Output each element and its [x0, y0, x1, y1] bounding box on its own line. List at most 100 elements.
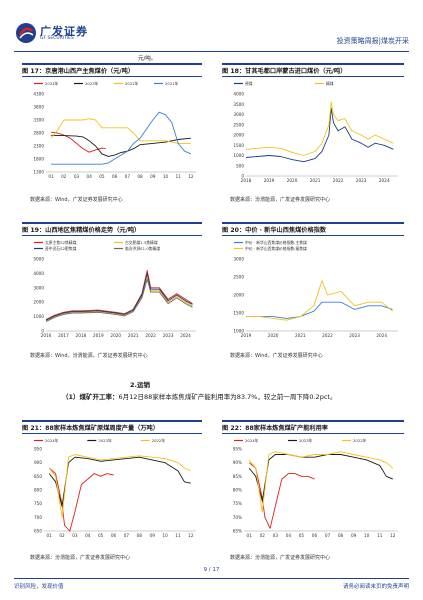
- x-tick-label: 02: [260, 533, 266, 538]
- x-tick-label: 05: [98, 533, 104, 538]
- y-tick-label: 1800: [33, 157, 44, 162]
- x-tick-label: 05: [99, 174, 105, 179]
- x-tick-label: 10: [162, 533, 168, 538]
- x-tick-label: 07: [124, 533, 130, 538]
- x-tick-label: 12: [188, 174, 194, 179]
- continued-text: 元/吨。: [138, 56, 157, 62]
- page-number: 9 / 17: [203, 567, 220, 573]
- y-tick-label: 85%: [233, 474, 242, 479]
- x-tick-label: 09: [351, 533, 357, 538]
- gf-logo-icon: [16, 23, 36, 43]
- x-tick-label: 06: [112, 174, 118, 179]
- x-tick-label: 08: [137, 174, 143, 179]
- x-tick-label: 02: [59, 533, 65, 538]
- y-tick-label: 1300: [33, 170, 44, 175]
- series-line-2: [248, 451, 394, 513]
- y-tick-label: 2500: [233, 122, 244, 127]
- fig17-title: 图 17：京唐港山西产主焦煤价（元/吨）: [22, 68, 135, 75]
- legend-label-2: 2022年: [152, 438, 166, 443]
- y-tick-label: 2000: [233, 293, 244, 298]
- x-tick-label: 12: [390, 533, 396, 538]
- footer-slogan: 识别风险，发现价值: [14, 584, 64, 590]
- y-tick-label: 900: [34, 460, 42, 465]
- x-tick-label: 03: [273, 533, 279, 538]
- series-line-1: [48, 456, 191, 507]
- x-tick-label: 07: [125, 174, 131, 179]
- x-tick-label: 06: [312, 533, 318, 538]
- x-tick-label: 09: [150, 533, 156, 538]
- footer-divider: [14, 578, 409, 579]
- x-tick-label: 2021: [295, 333, 306, 338]
- logo-text-cn: 广发证券: [40, 25, 88, 38]
- legend-label-0: 太原主焦S2焦精煤: [45, 240, 77, 245]
- paragraph-body: 6月12日88家样本炼焦煤矿产能利用率为83.7%，较之前一周下降0.2pct。: [118, 393, 337, 401]
- y-tick-label: 90%: [233, 460, 242, 465]
- y-tick-label: 2000: [33, 300, 44, 305]
- y-tick-label: 1000: [33, 314, 44, 319]
- y-tick-label: 0: [41, 329, 44, 334]
- x-tick-label: 08: [338, 533, 344, 538]
- x-tick-label: 2020: [110, 333, 121, 338]
- fig18-title: 图 18：甘其毛都口岸蒙古进口煤价（元/吨）: [222, 68, 347, 75]
- y-tick-label: 3500: [233, 102, 244, 107]
- fig20-title: 图 20：中价 · 新华山西焦煤价格指数: [222, 227, 327, 234]
- x-tick-label: 11: [377, 533, 383, 538]
- y-tick-label: 1500: [233, 311, 244, 316]
- legend-label-0: 原煤: [245, 81, 253, 86]
- x-tick-label: 2018: [76, 333, 87, 338]
- fig22-title: 图 22：88家样本炼焦煤矿产能利用率: [222, 425, 328, 432]
- series-line-0: [248, 462, 315, 529]
- x-tick-label: 2018: [241, 178, 252, 183]
- series-line-2: [45, 272, 193, 321]
- series-line-1: [248, 454, 393, 502]
- y-tick-label: 800: [34, 488, 42, 493]
- legend-label-0: 2024年: [45, 81, 59, 86]
- y-tick-label: 850: [34, 474, 42, 479]
- x-tick-label: 06: [111, 533, 117, 538]
- fig22-chart: 2024年 2023年 2022年 65% 70% 75% 80% 85% 90% 95% 01 02…: [233, 438, 398, 538]
- x-tick-label: 01: [247, 533, 253, 538]
- y-tick-label: 75%: [233, 501, 242, 506]
- y-tick-label: 4000: [233, 92, 244, 97]
- y-tick-label: 4300: [33, 92, 44, 97]
- series-line-1: [245, 101, 394, 156]
- series-line-2: [50, 118, 191, 144]
- section-paragraph: （1）煤矿开工率：6月12日88家样本炼焦煤矿产能利用率为83.7%，较之前一周…: [52, 392, 402, 402]
- fig18-chart: 原煤 精煤 0 500 1000 1500 2000 2500 3000 3500 4000 2018…: [233, 81, 398, 183]
- legend-label-0: 2024年: [45, 438, 59, 443]
- x-tick-label: 2022: [145, 333, 156, 338]
- legend-label-3: 临汾洪洞S1.0焦精煤: [125, 246, 160, 251]
- section-heading: 2.运销: [130, 381, 150, 389]
- x-tick-label: 2019: [93, 333, 104, 338]
- fig21-top-rule: [22, 420, 202, 422]
- legend-label-1: 2023年: [299, 438, 313, 443]
- series-line-0: [51, 131, 106, 153]
- y-tick-label: 3800: [33, 105, 44, 110]
- x-tick-label: 11: [176, 174, 182, 179]
- x-tick-label: 12: [188, 533, 194, 538]
- x-tick-label: 2019: [241, 333, 252, 338]
- x-tick-label: 2020: [287, 178, 298, 183]
- x-tick-label: 03: [72, 533, 78, 538]
- y-tick-label: 80%: [233, 488, 242, 493]
- x-tick-label: 2023: [356, 178, 367, 183]
- x-tick-label: 04: [87, 174, 93, 179]
- legend-label-1: 2023年: [98, 438, 112, 443]
- fig17-chart: 2024年 2023年 2022年 2021年 1300 1800 2300 2800 3300…: [33, 81, 196, 179]
- x-tick-label: 2019: [264, 178, 275, 183]
- legend-label-2: 2022年: [353, 438, 367, 443]
- x-tick-label: 04: [85, 533, 91, 538]
- fig18-title-rule: [222, 76, 404, 77]
- x-tick-label: 2024: [180, 333, 191, 338]
- series-line-3: [45, 278, 193, 323]
- x-tick-label: 2021: [128, 333, 139, 338]
- fig17-source: 数据来源：Wind，广发证券发展研究中心: [30, 197, 123, 203]
- fig20-top-rule: [222, 222, 404, 224]
- x-tick-label: 11: [175, 533, 181, 538]
- header-divider: [14, 51, 409, 52]
- y-tick-label: 700: [34, 515, 42, 520]
- legend-label-1: 古交肥煤1.3焦精煤: [125, 240, 158, 245]
- x-tick-label: 05: [299, 533, 305, 538]
- gf-logo: 广发证券 GF SECURITIES: [14, 22, 104, 46]
